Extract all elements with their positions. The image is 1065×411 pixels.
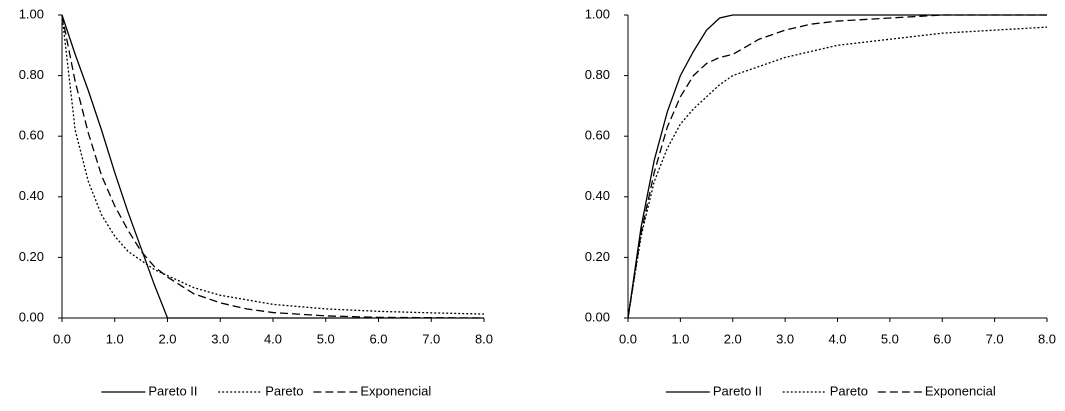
y-tick-label: 1.00 [19, 6, 44, 21]
x-tick-label: 6.0 [369, 331, 387, 346]
y-tick-label: 0.60 [585, 128, 610, 143]
x-tick-label: 2.0 [158, 331, 176, 346]
x-tick-label: 5.0 [317, 331, 335, 346]
legend: Pareto II Pareto Exponencial [101, 383, 431, 398]
x-tick-label: 8.0 [475, 331, 493, 346]
y-tick-label: 0.40 [19, 188, 44, 203]
x-tick-label: 8.0 [1038, 331, 1056, 346]
x-tick-label: 5.0 [881, 331, 899, 346]
series-line [61, 14, 485, 319]
series-line [61, 14, 484, 319]
y-tick-label: 0.40 [585, 188, 610, 203]
series-line [627, 26, 1048, 319]
x-tick-label: 0.0 [53, 331, 71, 346]
chart: 0.00 0.20 0.40 0.60 0.80 1.00 0.0 1.0 2.0 3.0 4.0 5… [585, 6, 1056, 398]
series-line [61, 14, 485, 315]
y-tick-label: 1.00 [585, 6, 610, 21]
chart: 0.00 0.20 0.40 0.60 0.80 1.00 0.0 1.0 2.0 3.0 4.0 5… [19, 6, 493, 398]
x-tick-label: 3.0 [776, 331, 794, 346]
legend-label: Exponencial [360, 383, 431, 398]
y-tick-label: 0.60 [19, 128, 44, 143]
series-line [627, 14, 1047, 319]
x-tick-label: 1.0 [671, 331, 689, 346]
legend-label: Exponencial [925, 383, 996, 398]
legend-label: Pareto [265, 383, 303, 398]
y-tick-label: 0.80 [585, 67, 610, 82]
series-line [627, 14, 1047, 319]
legend: Pareto II Pareto Exponencial [665, 383, 996, 398]
x-tick-label: 4.0 [264, 331, 282, 346]
x-tick-label: 7.0 [422, 331, 440, 346]
legend-label: Pareto [830, 383, 868, 398]
x-tick-label: 3.0 [211, 331, 229, 346]
x-tick-label: 7.0 [986, 331, 1004, 346]
legend-label: Pareto II [148, 383, 197, 398]
x-tick-label: 1.0 [106, 331, 124, 346]
y-tick-label: 0.00 [585, 309, 610, 324]
y-tick-label: 0.00 [19, 309, 44, 324]
x-tick-label: 4.0 [828, 331, 846, 346]
legend-label: Pareto II [713, 383, 762, 398]
y-tick-label: 0.20 [585, 249, 610, 264]
x-tick-label: 0.0 [619, 331, 637, 346]
y-tick-label: 0.20 [19, 249, 44, 264]
y-tick-label: 0.80 [19, 67, 44, 82]
x-tick-label: 2.0 [724, 331, 742, 346]
x-tick-label: 6.0 [933, 331, 951, 346]
